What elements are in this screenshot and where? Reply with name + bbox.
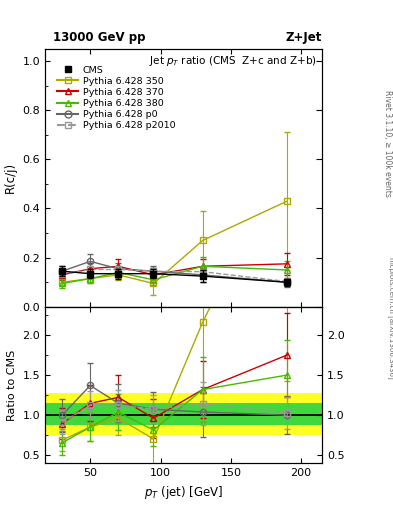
Y-axis label: R(c/j): R(c/j) [4,162,17,194]
Text: mcplots.cern.ch [arXiv:1306.3436]: mcplots.cern.ch [arXiv:1306.3436] [387,257,393,378]
X-axis label: $p_T$ (jet) [GeV]: $p_T$ (jet) [GeV] [144,484,223,501]
Y-axis label: Ratio to CMS: Ratio to CMS [7,350,17,421]
Text: Z+Jet: Z+Jet [285,31,321,44]
Text: 13000 GeV pp: 13000 GeV pp [53,31,145,44]
Text: Jet $p_T$ ratio (CMS  Z+c and Z+b): Jet $p_T$ ratio (CMS Z+c and Z+b) [149,54,317,68]
Legend: CMS, Pythia 6.428 350, Pythia 6.428 370, Pythia 6.428 380, Pythia 6.428 p0, Pyth: CMS, Pythia 6.428 350, Pythia 6.428 370,… [55,63,177,132]
Text: Rivet 3.1.10, ≥ 100k events: Rivet 3.1.10, ≥ 100k events [383,90,391,197]
